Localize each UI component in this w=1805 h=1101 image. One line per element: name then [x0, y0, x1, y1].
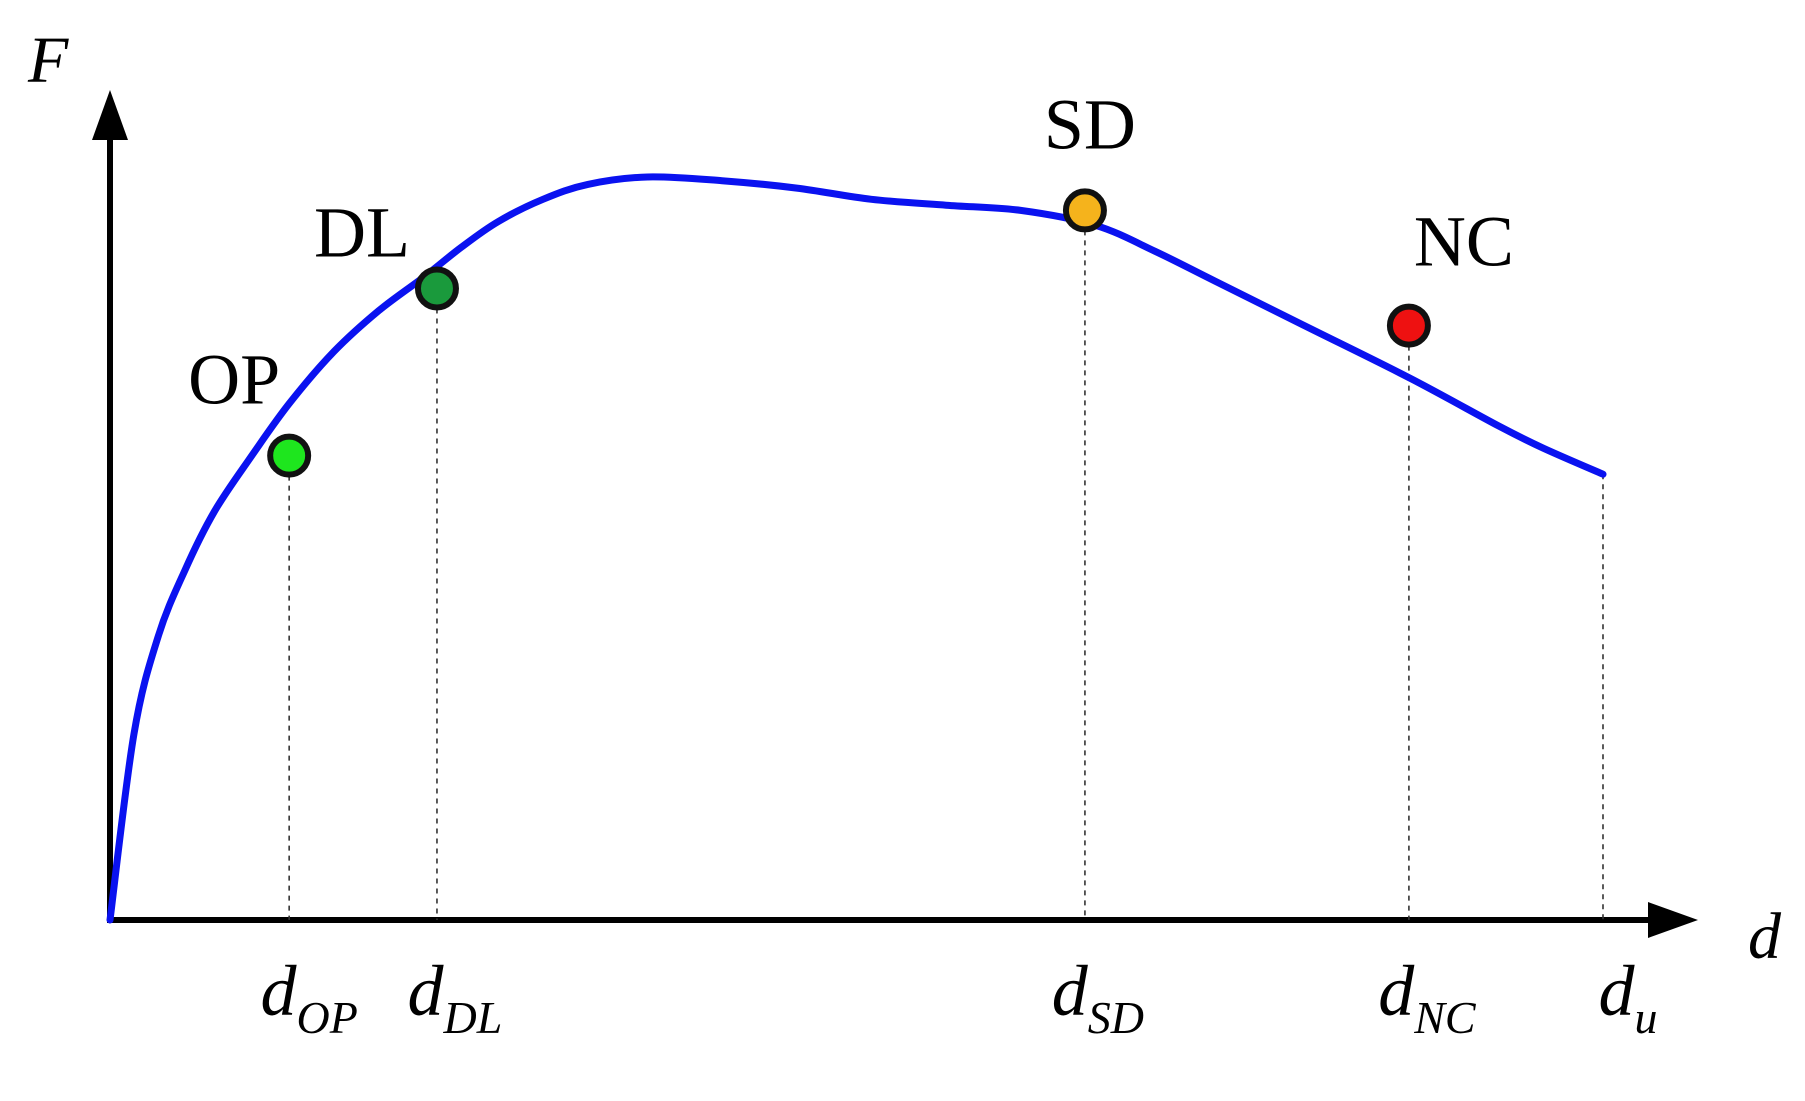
y-axis-arrowhead: [92, 90, 128, 140]
point-label-op: OP: [188, 340, 280, 420]
y-axis-title: F: [27, 24, 69, 97]
x-tick-subscript-op: OP: [296, 992, 357, 1043]
x-tick-subscript-du: u: [1635, 992, 1658, 1043]
capacity-curve: [106, 173, 1607, 924]
x-tick-subscript-nc: NC: [1413, 992, 1477, 1043]
x-tick-subscript-sd: SD: [1088, 992, 1144, 1043]
marker-op: [267, 433, 312, 478]
marker-sd: [1062, 188, 1107, 233]
x-axis-title: d: [1748, 900, 1782, 973]
x-tick-subscript-dl: DL: [443, 992, 503, 1043]
x-tick-main-dl: d: [408, 951, 445, 1031]
drop-lines: [288, 210, 1604, 920]
x-tick-main-du: d: [1599, 951, 1636, 1031]
x-tick-label-dl: dDL: [408, 951, 503, 1043]
point-label-nc: NC: [1414, 202, 1514, 282]
marker-nc: [1386, 303, 1431, 348]
x-tick-labels: dOP dDL dSD dNC du: [260, 951, 1657, 1043]
axes: F d: [27, 24, 1782, 973]
x-tick-label-op: dOP: [260, 951, 357, 1043]
x-tick-main-sd: d: [1052, 951, 1089, 1031]
performance-point-labels: OP DL SD NC: [188, 84, 1514, 419]
x-tick-main-op: d: [260, 951, 297, 1031]
x-tick-label-nc: dNC: [1378, 951, 1477, 1043]
performance-point-markers: [267, 188, 1431, 478]
marker-dl: [414, 266, 459, 311]
x-tick-main-nc: d: [1378, 951, 1415, 1031]
point-label-dl: DL: [314, 192, 410, 272]
point-label-sd: SD: [1044, 84, 1136, 164]
x-tick-label-du: du: [1599, 951, 1658, 1043]
x-tick-label-sd: dSD: [1052, 951, 1144, 1043]
x-axis-arrowhead: [1648, 902, 1698, 938]
